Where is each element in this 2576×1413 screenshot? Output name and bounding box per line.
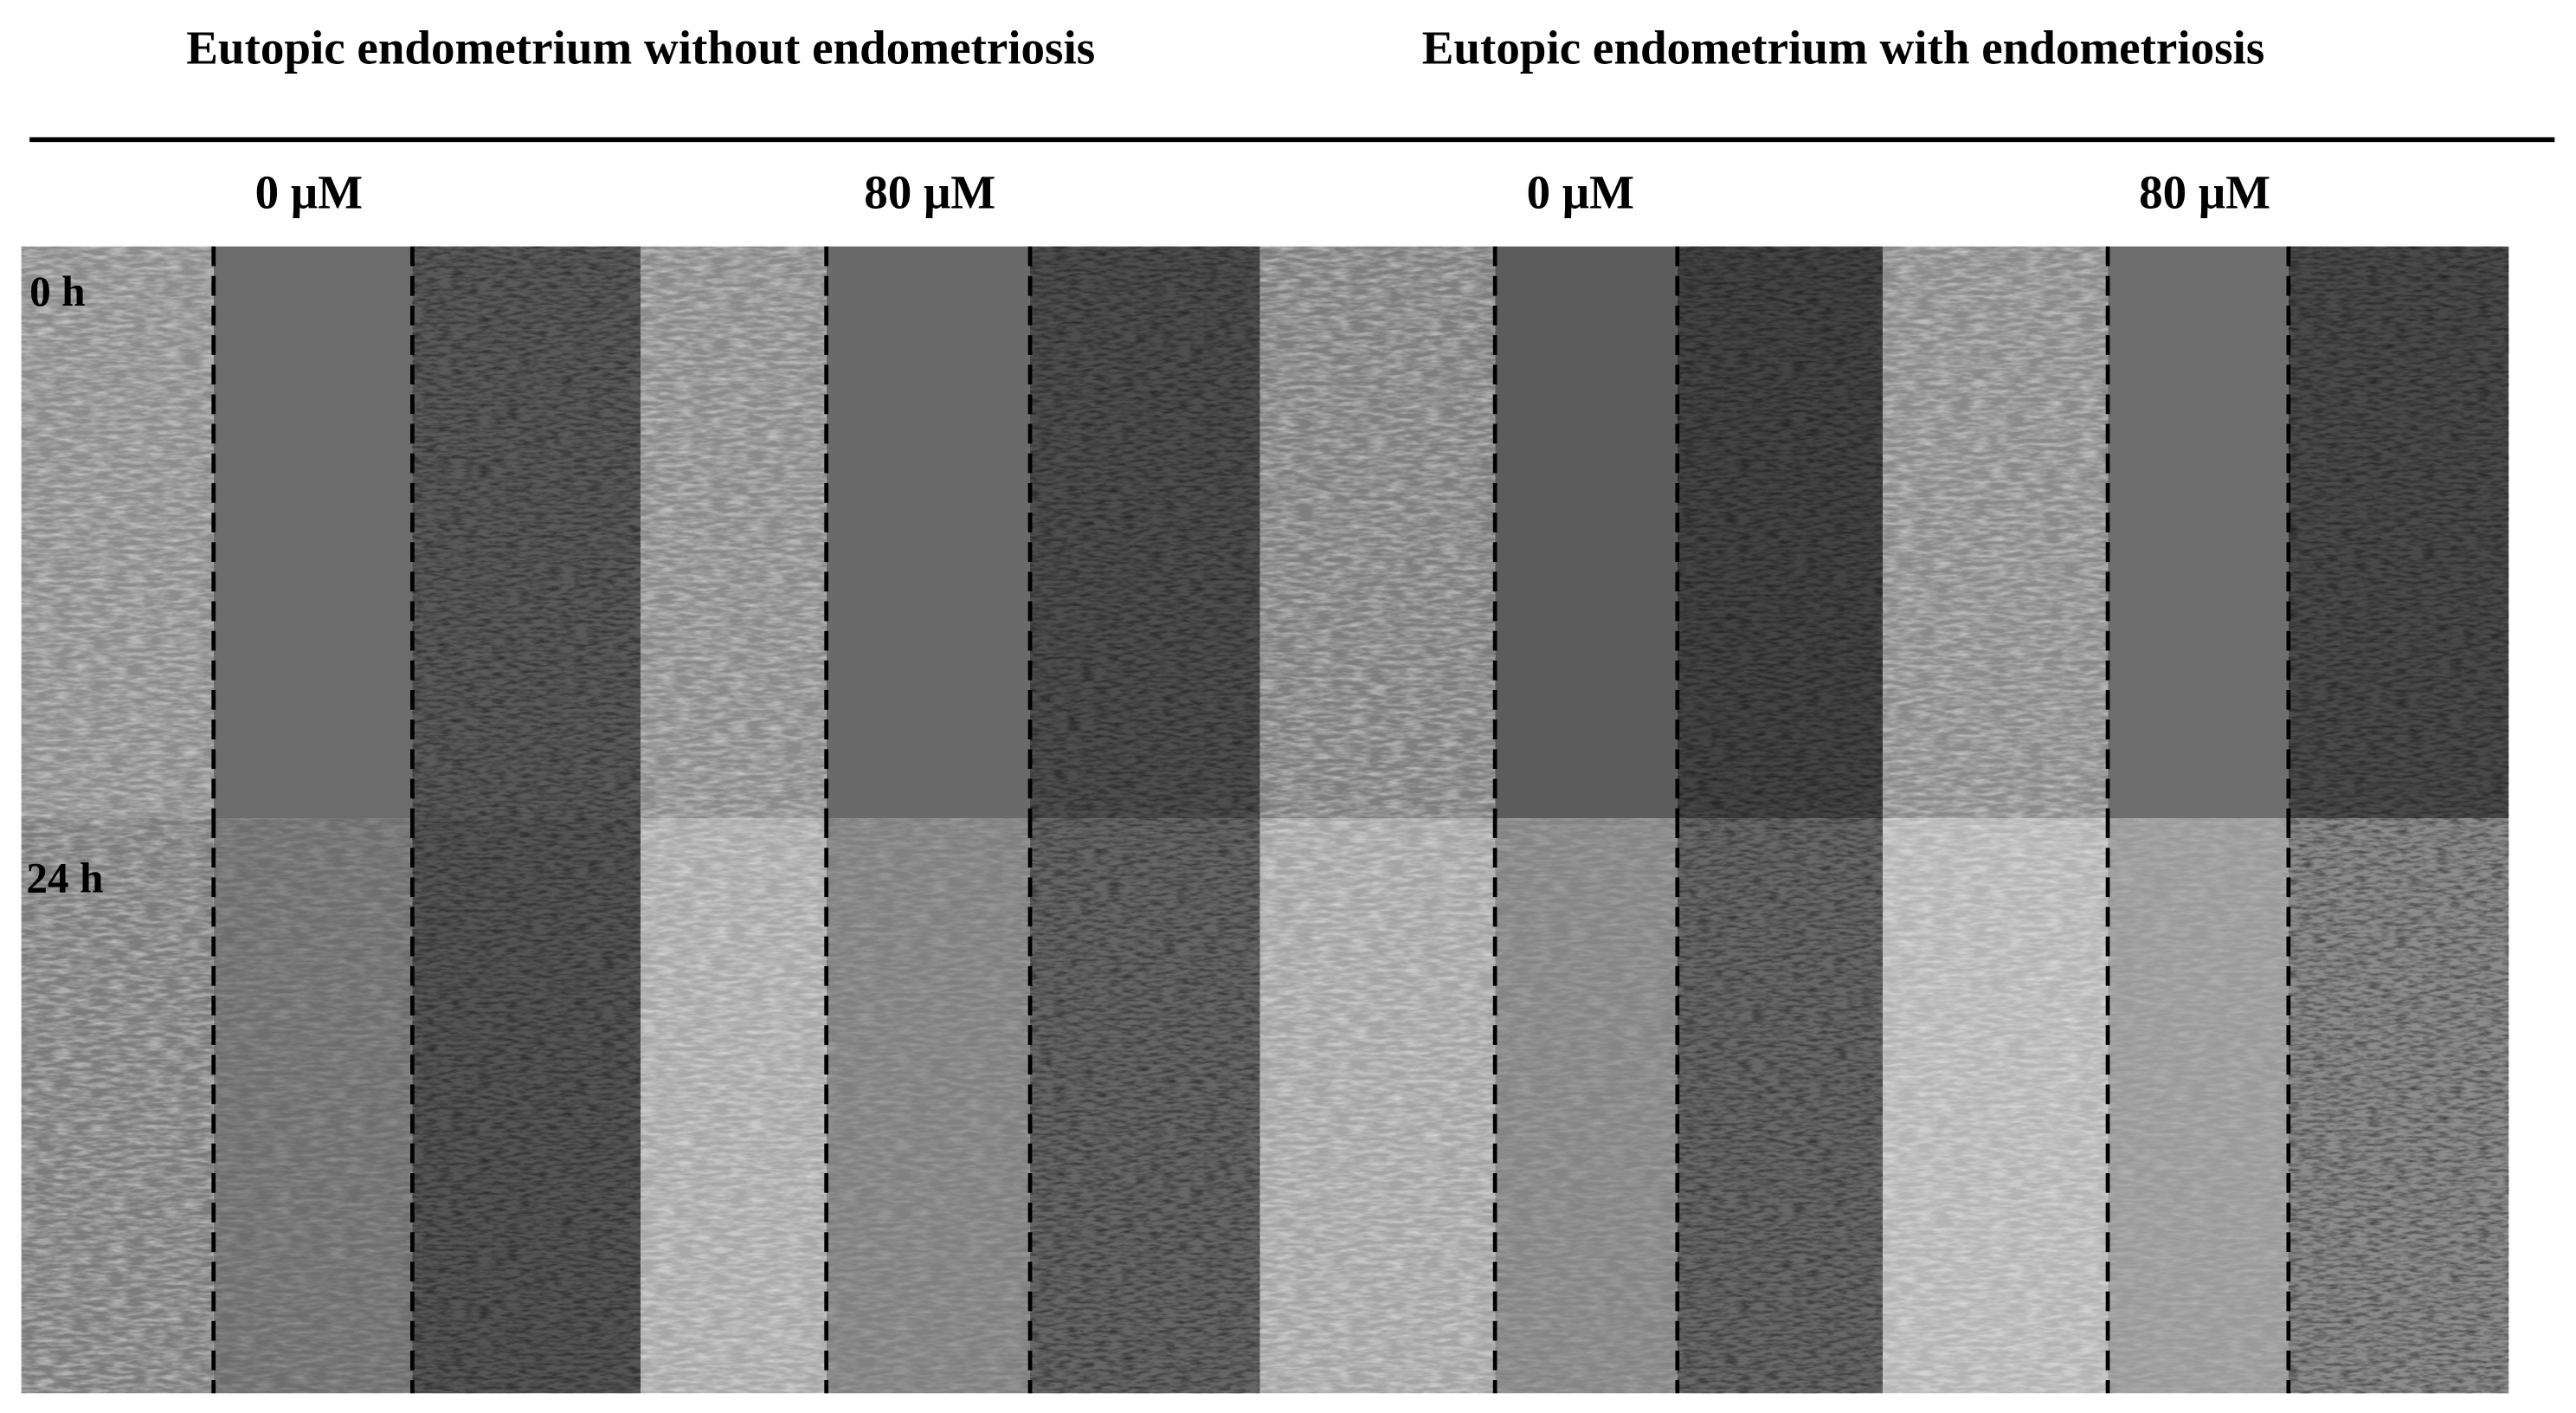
migrated-cells — [213, 818, 413, 1394]
cell-texture — [1883, 818, 2109, 1394]
wound-gap — [2108, 246, 2289, 819]
row-label: 24 h — [26, 854, 103, 901]
cell-texture — [21, 246, 214, 819]
cell-texture — [1030, 246, 1260, 819]
group-title: Eutopic endometrium with endometriosis — [1422, 21, 2265, 74]
cell-texture — [1677, 818, 1884, 1394]
column-label: 0 μM — [255, 165, 363, 218]
image-grid — [21, 246, 2509, 1394]
wound-gap — [213, 246, 413, 819]
cell-texture — [2288, 818, 2509, 1394]
row-labels: 0 h 24 h — [26, 268, 103, 901]
migrated-cells — [826, 818, 1031, 1394]
cell-texture — [1259, 246, 1496, 819]
migrated-cells — [2108, 818, 2289, 1394]
cell-texture — [21, 818, 214, 1394]
row-label: 0 h — [29, 268, 85, 315]
cell-texture — [412, 818, 641, 1394]
cell-texture — [1883, 246, 2109, 819]
cell-texture — [1677, 246, 1884, 819]
wound-gap — [826, 246, 1031, 819]
header: Eutopic endometrium without endometriosi… — [29, 21, 2555, 218]
cell-texture — [641, 246, 827, 819]
cell-texture — [2288, 246, 2509, 819]
wound-gap — [1495, 246, 1678, 819]
column-label: 80 μM — [2139, 165, 2270, 218]
cell-texture — [412, 246, 641, 819]
cell-texture — [1030, 818, 1260, 1394]
column-label: 80 μM — [864, 165, 995, 218]
cell-texture — [1259, 818, 1496, 1394]
group-title: Eutopic endometrium without endometriosi… — [186, 21, 1095, 74]
cell-texture — [641, 818, 827, 1394]
migrated-cells — [1495, 818, 1678, 1394]
column-label: 0 μM — [1527, 165, 1634, 218]
